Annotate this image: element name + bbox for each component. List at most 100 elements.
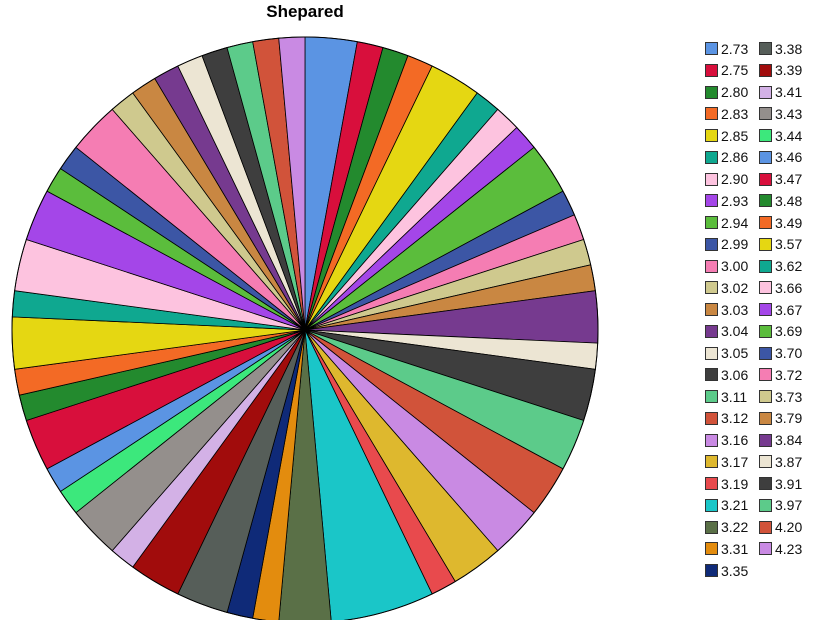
legend-label: 2.83 <box>721 105 749 122</box>
legend-item: 3.72 <box>759 366 802 383</box>
legend-swatch <box>705 477 718 490</box>
legend-swatch <box>759 63 772 77</box>
legend-item: 3.44 <box>759 127 802 144</box>
legend-swatch <box>759 129 772 142</box>
legend-item: 4.20 <box>759 519 802 536</box>
legend: 2.73 2.75 2.80 2.83 2.85 2.86 2.90 2.93 2.94 2.99… <box>705 40 815 580</box>
legend-swatch <box>759 346 772 360</box>
legend-item: 3.21 <box>705 497 748 514</box>
legend-swatch <box>705 194 718 208</box>
legend-swatch <box>705 368 718 382</box>
legend-item: 3.00 <box>705 258 748 275</box>
legend-label: 3.17 <box>721 453 749 470</box>
legend-label: 3.91 <box>775 475 803 492</box>
legend-swatch <box>759 281 772 295</box>
legend-label: 3.62 <box>775 258 803 274</box>
legend-label: 4.20 <box>775 519 803 535</box>
legend-label: 3.66 <box>775 279 803 296</box>
legend-swatch <box>705 498 718 512</box>
legend-label: 2.73 <box>721 40 749 57</box>
legend-item: 3.79 <box>759 410 802 427</box>
chart-title: Shepared <box>266 2 344 21</box>
legend-item: 3.16 <box>705 432 748 449</box>
legend-swatch <box>759 150 772 164</box>
legend-label: 3.57 <box>775 236 803 253</box>
legend-item: 3.31 <box>705 540 748 557</box>
legend-label: 3.67 <box>775 301 803 318</box>
legend-item: 2.90 <box>705 171 748 188</box>
legend-label: 3.97 <box>775 497 803 514</box>
legend-label: 4.23 <box>775 540 803 557</box>
pie-slice-3.22 <box>278 329 332 620</box>
legend-item: 2.80 <box>705 84 748 101</box>
legend-item: 3.05 <box>705 345 748 362</box>
legend-swatch <box>705 107 718 121</box>
legend-label: 3.39 <box>775 62 803 79</box>
pie-chart <box>11 36 599 620</box>
legend-label: 3.22 <box>721 519 749 535</box>
legend-item: 3.57 <box>759 236 802 253</box>
legend-label: 3.06 <box>721 366 749 383</box>
legend-swatch <box>759 542 772 556</box>
legend-swatch <box>759 303 772 316</box>
legend-item: 3.48 <box>759 192 802 209</box>
legend-item: 3.02 <box>705 279 748 296</box>
legend-swatch <box>705 150 718 164</box>
legend-swatch <box>705 85 718 99</box>
legend-label: 3.69 <box>775 323 803 340</box>
legend-label: 2.86 <box>721 149 749 166</box>
legend-swatch <box>759 520 772 534</box>
legend-swatch <box>759 324 772 338</box>
legend-label: 2.99 <box>721 236 749 253</box>
legend-item: 3.49 <box>759 214 802 231</box>
legend-item: 3.35 <box>705 562 748 579</box>
legend-label: 2.90 <box>721 171 749 187</box>
legend-label: 3.19 <box>721 475 749 492</box>
legend-item: 3.67 <box>759 301 802 318</box>
legend-swatch <box>705 42 718 55</box>
legend-swatch <box>705 303 718 316</box>
legend-item: 3.47 <box>759 171 802 188</box>
legend-swatch <box>759 107 772 121</box>
legend-label: 3.04 <box>721 323 749 340</box>
legend-item: 2.93 <box>705 192 748 209</box>
legend-item: 3.84 <box>759 432 802 449</box>
legend-label: 3.49 <box>775 214 803 231</box>
legend-item: 2.86 <box>705 149 748 166</box>
legend-item: 3.22 <box>705 519 748 536</box>
legend-swatch <box>705 129 718 142</box>
legend-item: 3.70 <box>759 345 802 362</box>
legend-label: 3.44 <box>775 127 803 144</box>
legend-item: 2.94 <box>705 214 748 231</box>
legend-swatch <box>705 216 718 229</box>
legend-swatch <box>705 520 718 534</box>
legend-label: 3.41 <box>775 84 803 100</box>
legend-item: 3.38 <box>759 40 802 57</box>
legend-item: 3.39 <box>759 62 802 79</box>
legend-swatch <box>759 477 772 490</box>
legend-item: 2.85 <box>705 127 748 144</box>
legend-label: 3.46 <box>775 149 803 166</box>
legend-label: 3.72 <box>775 366 803 383</box>
legend-swatch <box>705 324 718 338</box>
legend-label: 3.05 <box>721 345 749 361</box>
legend-swatch <box>759 455 772 469</box>
legend-item: 2.73 <box>705 40 748 57</box>
legend-swatch <box>705 411 718 425</box>
legend-label: 3.35 <box>721 562 749 579</box>
legend-swatch <box>705 564 718 577</box>
legend-item: 3.87 <box>759 453 802 470</box>
legend-swatch <box>705 390 718 403</box>
legend-label: 3.31 <box>721 540 749 557</box>
legend-swatch <box>759 216 772 229</box>
legend-label: 3.70 <box>775 345 803 361</box>
legend-label: 3.47 <box>775 171 803 187</box>
legend-swatch <box>759 498 772 512</box>
legend-label: 2.85 <box>721 127 749 144</box>
legend-item: 3.17 <box>705 453 748 470</box>
legend-item: 3.12 <box>705 410 748 427</box>
legend-item: 3.91 <box>759 475 802 492</box>
legend-item: 2.75 <box>705 62 748 79</box>
legend-swatch <box>759 85 772 99</box>
legend-item: 2.99 <box>705 236 748 253</box>
